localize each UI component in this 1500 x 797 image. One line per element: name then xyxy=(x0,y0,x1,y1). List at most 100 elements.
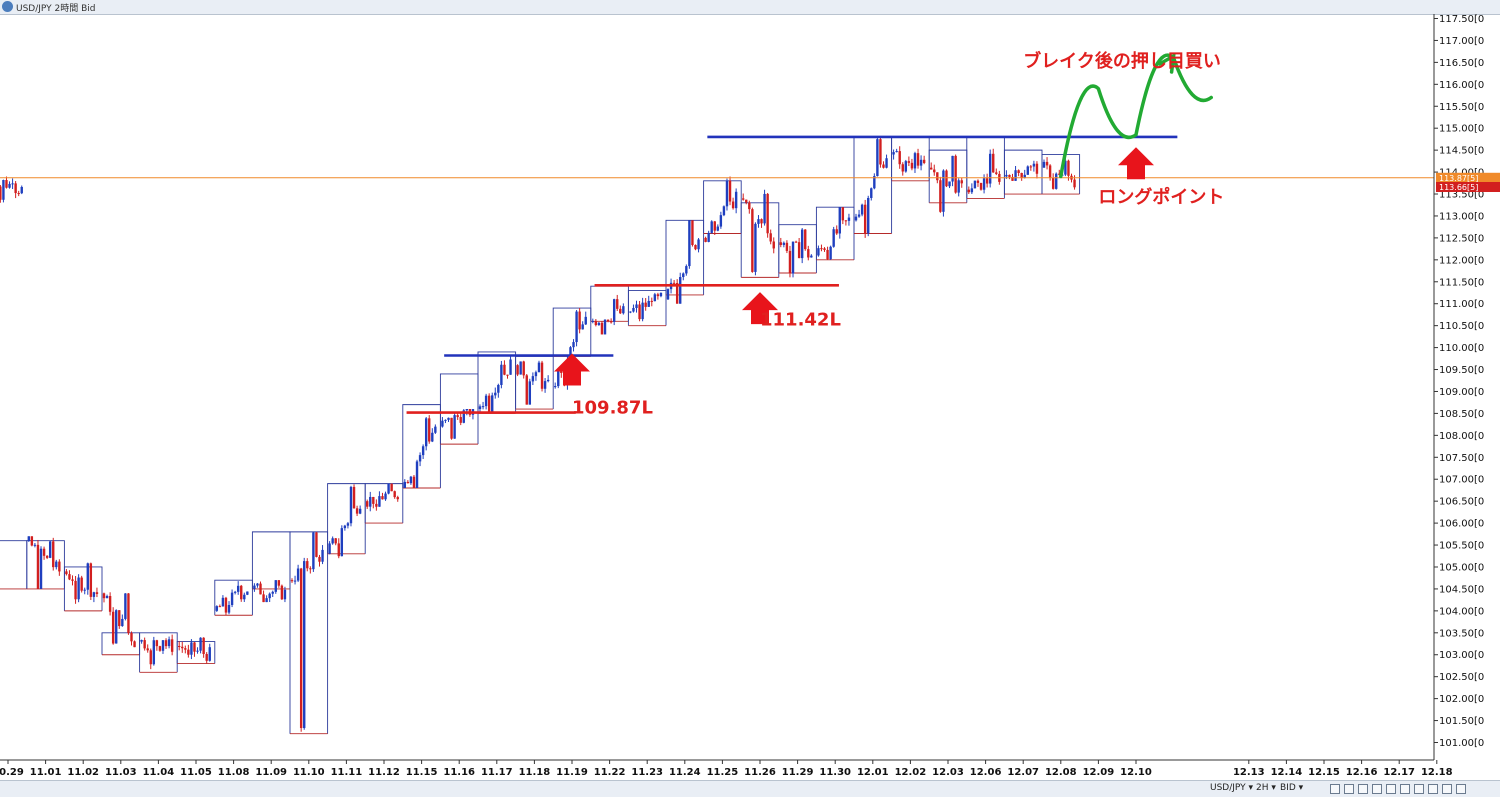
x-tick-label: 11.09 xyxy=(255,767,287,778)
range-box-high xyxy=(928,149,968,203)
range-box-high xyxy=(139,632,178,673)
candle-body xyxy=(20,186,23,194)
y-tick-label: 106.50[0 xyxy=(1439,497,1484,508)
candle-body xyxy=(600,322,604,335)
candle-body xyxy=(178,645,181,647)
draw-icon[interactable] xyxy=(1372,784,1382,794)
timeframe-selector[interactable]: 2H ▾ xyxy=(1256,783,1276,793)
candle-body xyxy=(343,525,347,529)
x-tick-label: 11.02 xyxy=(67,767,99,778)
x-tick-label: 12.18 xyxy=(1421,767,1453,778)
candle-body xyxy=(68,574,71,580)
range-box-high xyxy=(815,206,855,260)
candle-body xyxy=(71,579,74,581)
candle-body xyxy=(916,153,920,166)
screenshot-icon[interactable] xyxy=(1386,784,1396,794)
chart-type-icon[interactable] xyxy=(1330,784,1340,794)
candle-body xyxy=(791,241,795,274)
candle-body xyxy=(826,249,829,260)
settings-icon[interactable] xyxy=(1400,784,1410,794)
candle-body xyxy=(375,503,378,507)
candle-body xyxy=(873,176,876,189)
y-tick-label: 108.00[0 xyxy=(1439,431,1484,442)
x-tick-label: 12.17 xyxy=(1383,767,1415,778)
candle-body xyxy=(224,597,228,613)
candle-body xyxy=(431,432,434,442)
x-tick-label: 12.14 xyxy=(1271,767,1303,778)
candle-body xyxy=(456,415,459,418)
candle-body xyxy=(546,379,550,382)
candle-body xyxy=(378,496,381,507)
candle-body xyxy=(42,548,46,556)
window-title-bar: USD/JPY 2時間 Bid xyxy=(0,0,1500,15)
candle-body xyxy=(108,596,112,612)
y-tick-label: 114.50[0 xyxy=(1439,146,1484,157)
candle-body xyxy=(152,640,156,665)
range-box-high xyxy=(552,307,592,357)
candle-body xyxy=(1058,173,1061,175)
candle-body xyxy=(672,282,676,284)
candle-body xyxy=(27,536,30,541)
candle-body xyxy=(321,549,324,562)
candle-body xyxy=(910,162,914,169)
candle-body xyxy=(133,641,136,648)
candle-body xyxy=(1023,174,1026,178)
candle-body xyxy=(0,186,2,200)
candle-body xyxy=(277,580,281,586)
candle-body xyxy=(1051,177,1055,189)
bid-selector[interactable]: BID ▾ xyxy=(1280,783,1304,793)
crosshair-icon[interactable] xyxy=(1414,784,1424,794)
candle-body xyxy=(306,561,309,569)
candle-body xyxy=(403,481,406,489)
candle-body xyxy=(957,180,960,193)
candle-body xyxy=(537,362,541,373)
candle-body xyxy=(366,501,369,507)
candle-body xyxy=(945,170,948,187)
candle-body xyxy=(616,299,619,309)
candle-body xyxy=(748,202,751,210)
candle-body xyxy=(355,508,359,514)
y-tick-label: 111.50[0 xyxy=(1439,277,1484,288)
candle-body xyxy=(95,592,99,594)
candle-body xyxy=(1017,170,1020,174)
y-tick-label: 103.50[0 xyxy=(1439,628,1484,639)
annotation-label: 111.42L xyxy=(760,310,841,331)
x-tick-label: 11.12 xyxy=(368,767,400,778)
candle-body xyxy=(704,237,707,242)
pin-icon[interactable] xyxy=(1442,784,1452,794)
x-tick-label: 12.10 xyxy=(1120,767,1152,778)
candle-body xyxy=(65,571,68,575)
candle-icon[interactable] xyxy=(1358,784,1368,794)
y-tick-label: 111.00[0 xyxy=(1439,299,1484,310)
x-tick-label: 12.15 xyxy=(1308,767,1340,778)
candle-body xyxy=(74,580,77,600)
candle-body xyxy=(1045,161,1049,166)
range-box-high xyxy=(778,224,817,273)
symbol-selector[interactable]: USD/JPY ▾ xyxy=(1210,783,1254,793)
candle-body xyxy=(641,302,644,320)
candle-body xyxy=(2,180,5,200)
candle-body xyxy=(465,409,469,411)
range-box-high xyxy=(63,566,103,611)
candle-body xyxy=(772,241,775,249)
candle-body xyxy=(205,654,208,661)
y-tick-label: 102.50[0 xyxy=(1439,672,1484,683)
y-tick-label: 101.00[0 xyxy=(1439,738,1484,749)
candle-body xyxy=(1032,163,1036,167)
search-icon[interactable] xyxy=(1456,784,1466,794)
price-tag-label: 113.87[5] xyxy=(1439,174,1478,183)
candle-body xyxy=(421,446,425,456)
candle-body xyxy=(328,543,331,554)
candle-body xyxy=(1014,170,1017,181)
candle-body xyxy=(1008,174,1011,177)
candle-body xyxy=(659,292,663,297)
indicator-icon[interactable] xyxy=(1344,784,1354,794)
candle-body xyxy=(146,648,149,651)
tools-icon[interactable] xyxy=(1428,784,1438,794)
candle-body xyxy=(243,594,246,600)
candle-body xyxy=(710,221,713,233)
candle-body xyxy=(725,180,729,207)
candle-body xyxy=(33,544,37,546)
status-bar: USD/JPY ▾ 2H ▾ BID ▾ xyxy=(0,780,1500,797)
